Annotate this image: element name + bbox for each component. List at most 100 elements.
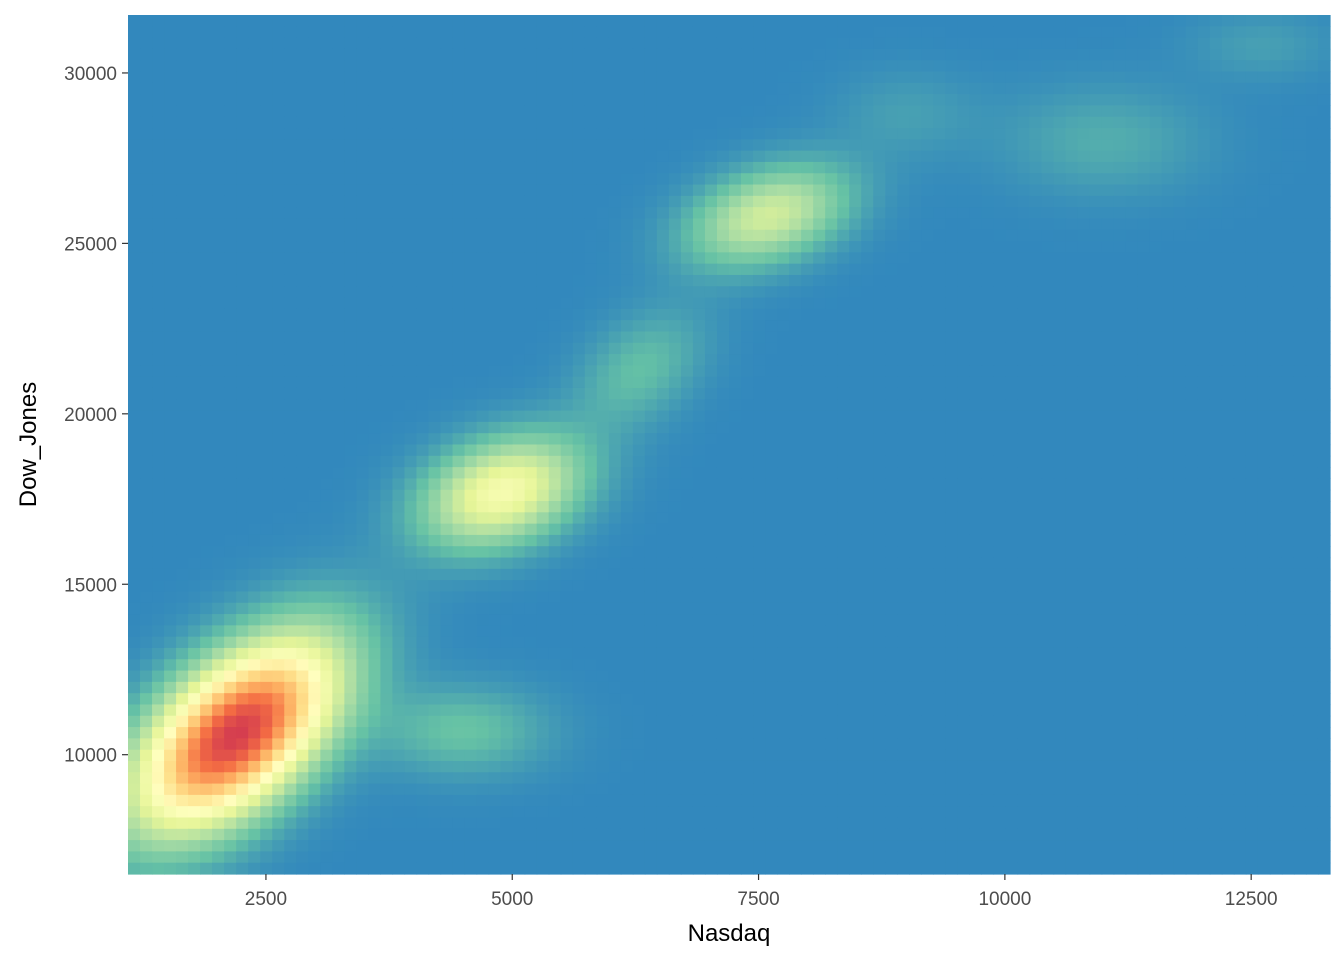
density-cell bbox=[668, 467, 682, 480]
density-cell bbox=[741, 523, 754, 536]
density-cell bbox=[308, 455, 321, 468]
density-cell bbox=[704, 297, 718, 310]
density-cell bbox=[548, 241, 562, 253]
density-cell bbox=[488, 557, 502, 570]
density-cell bbox=[380, 320, 394, 333]
density-cell bbox=[428, 128, 442, 140]
density-cell bbox=[1245, 399, 1259, 412]
density-cell bbox=[1017, 105, 1031, 118]
density-cell bbox=[452, 433, 466, 446]
density-cell bbox=[668, 139, 682, 152]
density-cell bbox=[777, 60, 790, 73]
density-cell bbox=[380, 15, 394, 27]
density-cell bbox=[1125, 274, 1139, 287]
density-cell bbox=[1317, 320, 1331, 333]
density-cell bbox=[1209, 342, 1223, 355]
density-cell bbox=[1137, 512, 1151, 525]
density-cell bbox=[236, 410, 249, 423]
density-cell bbox=[332, 94, 345, 107]
density-cell bbox=[849, 173, 862, 186]
density-cell bbox=[969, 478, 983, 491]
density-cell bbox=[224, 342, 237, 355]
density-cell bbox=[392, 568, 406, 581]
density-cell bbox=[945, 354, 958, 366]
density-cell bbox=[1197, 467, 1211, 480]
density-cell bbox=[1089, 444, 1103, 457]
density-cell bbox=[452, 105, 466, 118]
density-cell bbox=[741, 161, 754, 174]
density-cell bbox=[1113, 173, 1127, 186]
density-cell bbox=[620, 241, 634, 253]
density-cell bbox=[1005, 60, 1019, 73]
density-cell bbox=[1233, 252, 1247, 265]
density-cell bbox=[404, 286, 418, 299]
density-cell bbox=[1149, 376, 1163, 389]
density-cell bbox=[789, 399, 802, 412]
density-cell bbox=[620, 557, 634, 570]
density-cell bbox=[188, 241, 201, 253]
density-cell bbox=[1233, 195, 1247, 208]
density-cell bbox=[861, 274, 874, 287]
density-cell bbox=[512, 501, 526, 513]
density-cell bbox=[548, 15, 562, 27]
density-cell bbox=[765, 467, 778, 480]
density-cell bbox=[1221, 173, 1235, 186]
density-cell bbox=[212, 60, 225, 73]
density-cell bbox=[320, 105, 333, 118]
density-cell bbox=[476, 82, 490, 95]
density-cell bbox=[392, 286, 406, 299]
density-cell bbox=[140, 534, 153, 547]
density-cell bbox=[392, 421, 406, 434]
density-cell bbox=[837, 534, 850, 547]
density-cell bbox=[897, 421, 910, 434]
density-cell bbox=[741, 568, 754, 581]
density-cell bbox=[1029, 195, 1043, 208]
density-cell bbox=[1269, 15, 1283, 27]
density-cell bbox=[620, 150, 634, 163]
density-cell bbox=[969, 365, 983, 378]
density-cell bbox=[644, 71, 658, 84]
density-cell bbox=[741, 207, 754, 220]
density-cell bbox=[777, 37, 790, 50]
density-cell bbox=[668, 263, 682, 276]
density-cell bbox=[212, 71, 225, 84]
density-cell bbox=[873, 421, 886, 434]
density-cell bbox=[969, 105, 983, 118]
density-cell bbox=[392, 229, 406, 242]
density-cell bbox=[921, 399, 934, 412]
density-cell bbox=[140, 399, 153, 412]
density-cell bbox=[140, 455, 153, 468]
density-cell bbox=[176, 489, 189, 502]
density-cell bbox=[1005, 297, 1019, 310]
density-cell bbox=[1293, 274, 1307, 287]
density-cell bbox=[608, 150, 622, 163]
density-cell bbox=[248, 478, 261, 491]
density-cell bbox=[825, 207, 838, 220]
density-cell bbox=[572, 263, 586, 276]
density-cell bbox=[668, 229, 682, 242]
density-cell bbox=[680, 241, 694, 253]
density-cell bbox=[1077, 71, 1091, 84]
density-cell bbox=[344, 399, 357, 412]
density-cell bbox=[260, 501, 273, 513]
density-cell bbox=[729, 274, 742, 287]
density-cell bbox=[897, 331, 910, 344]
density-cell bbox=[428, 116, 442, 129]
density-cell bbox=[452, 60, 466, 73]
density-cell bbox=[1209, 557, 1223, 570]
density-cell bbox=[248, 48, 261, 61]
density-cell bbox=[753, 410, 766, 423]
density-cell bbox=[1197, 71, 1211, 84]
density-cell bbox=[825, 331, 838, 344]
density-cell bbox=[404, 229, 418, 242]
density-cell bbox=[284, 365, 297, 378]
density-cell bbox=[392, 195, 406, 208]
density-cell bbox=[1053, 320, 1067, 333]
density-cell bbox=[777, 116, 790, 129]
density-cell bbox=[1197, 387, 1211, 400]
density-cell bbox=[789, 229, 802, 242]
density-cell bbox=[1293, 116, 1307, 129]
density-cell bbox=[152, 546, 165, 559]
density-cell bbox=[1053, 455, 1067, 468]
density-cell bbox=[716, 365, 730, 378]
